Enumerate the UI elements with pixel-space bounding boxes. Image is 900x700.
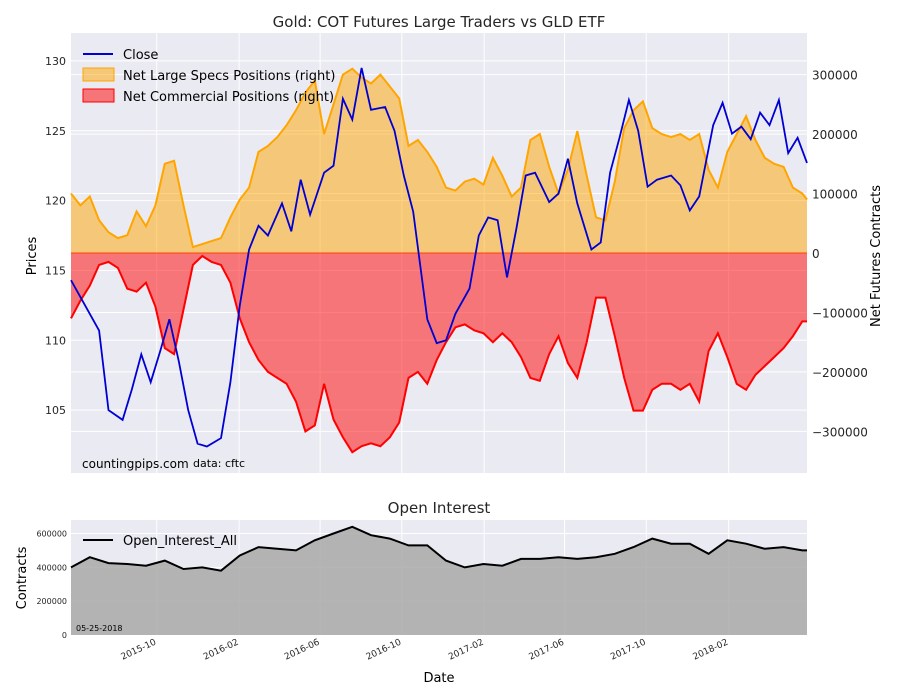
date-x-label: Date bbox=[423, 671, 454, 686]
contracts-tick-label: 200000 bbox=[812, 128, 858, 142]
date-tick-label: 2016-06 bbox=[283, 638, 322, 663]
open-interest-line bbox=[70, 525, 807, 572]
right-axis-label: Net Futures Contracts bbox=[869, 185, 884, 327]
contracts-tick-label: 100000 bbox=[812, 188, 858, 202]
legend-open-interest-label: Open_Interest_All bbox=[123, 534, 237, 549]
date-tick-label: 2015-10 bbox=[120, 638, 159, 663]
date-x-ticks: 2015-10 2016-02 2016-06 2016-10 2017-02 2017-… bbox=[120, 638, 730, 663]
legend-close-label: Close bbox=[123, 48, 158, 63]
contracts-tick-label: −100000 bbox=[812, 306, 868, 320]
right-axis-ticks: −300000 −200000 −100000 0 100000 200000 300000 bbox=[812, 69, 868, 440]
net-commercial-area bbox=[71, 253, 807, 453]
close-price-line bbox=[70, 67, 808, 448]
source-credit: countingpips.com bbox=[82, 457, 189, 471]
report-date: 05-25-2018 bbox=[76, 624, 123, 633]
date-tick-label: 2016-02 bbox=[202, 638, 240, 663]
open-interest-area bbox=[71, 526, 807, 635]
net-commercial-line bbox=[70, 254, 807, 454]
net-large-specs-area bbox=[71, 68, 807, 253]
legend-specs-label: Net Large Specs Positions (right) bbox=[123, 69, 335, 84]
price-tick-label: 110 bbox=[45, 334, 66, 347]
price-tick-label: 105 bbox=[45, 404, 66, 417]
price-tick-label: 125 bbox=[45, 125, 66, 138]
open-interest-title: Open Interest bbox=[388, 499, 491, 517]
net-large-specs-line bbox=[70, 67, 808, 249]
price-legend: Close Net Large Specs Positions (right) … bbox=[82, 48, 335, 105]
open-interest-tick-label: 600000 bbox=[36, 530, 67, 539]
date-tick-label: 2016-10 bbox=[365, 638, 404, 663]
open-interest-y-ticks: 0 200000 400000 600000 bbox=[36, 530, 67, 640]
legend-commercial-swatch bbox=[82, 88, 115, 103]
contracts-tick-label: 300000 bbox=[812, 69, 858, 83]
left-axis-ticks: 105 110 115 120 125 130 bbox=[45, 55, 66, 417]
price-tick-label: 115 bbox=[45, 264, 66, 277]
contracts-tick-label: −300000 bbox=[812, 425, 868, 439]
price-chart-title: Gold: COT Futures Large Traders vs GLD E… bbox=[273, 13, 606, 31]
data-credit: data: cftc bbox=[193, 457, 245, 470]
price-chart: Gold: COT Futures Large Traders vs GLD E… bbox=[25, 13, 884, 473]
open-interest-tick-label: 200000 bbox=[36, 597, 67, 606]
date-tick-label: 2018-02 bbox=[692, 638, 730, 663]
open-interest-y-label: Contracts bbox=[15, 546, 30, 609]
price-tick-label: 130 bbox=[45, 55, 66, 68]
open-interest-tick-label: 0 bbox=[62, 631, 67, 640]
left-axis-label: Prices bbox=[25, 237, 40, 276]
date-tick-label: 2017-06 bbox=[528, 638, 567, 663]
contracts-tick-label: 0 bbox=[812, 247, 820, 261]
open-interest-tick-label: 400000 bbox=[36, 563, 67, 572]
date-tick-label: 2017-10 bbox=[609, 638, 648, 663]
price-tick-label: 120 bbox=[45, 195, 66, 208]
contracts-tick-label: −200000 bbox=[812, 366, 868, 380]
date-tick-label: 2017-02 bbox=[447, 638, 485, 663]
open-interest-legend: Open_Interest_All bbox=[83, 534, 237, 549]
open-interest-chart: Open Interest 0 200000 400000 600000 2015-1… bbox=[15, 499, 807, 686]
legend-commercial-label: Net Commercial Positions (right) bbox=[123, 90, 334, 105]
legend-specs-swatch bbox=[82, 67, 115, 82]
